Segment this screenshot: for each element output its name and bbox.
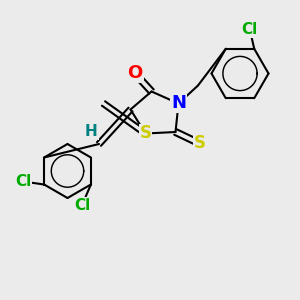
Text: H: H — [85, 124, 98, 140]
Text: Cl: Cl — [242, 22, 258, 37]
Text: S: S — [140, 124, 152, 142]
Text: Cl: Cl — [15, 174, 31, 189]
Text: N: N — [171, 94, 186, 112]
Text: S: S — [194, 134, 206, 152]
Text: O: O — [128, 64, 142, 82]
Text: Cl: Cl — [74, 198, 90, 213]
